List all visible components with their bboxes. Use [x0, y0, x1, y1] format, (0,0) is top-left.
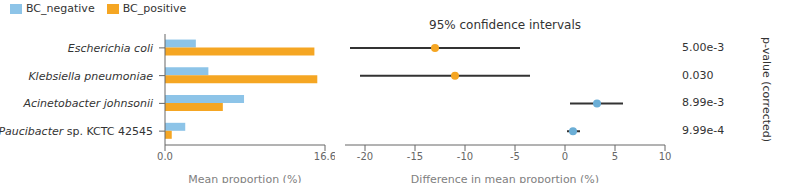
html-text:8.99e-3: 8.99e-3 [682, 96, 725, 110]
svg-text:-20: -20 [357, 151, 373, 162]
svg-text:0: 0 [562, 151, 568, 162]
svg-text:Escherichia coli: Escherichia coli [68, 42, 153, 55]
html-text:95% confidence intervals: 95% confidence intervals [429, 18, 581, 32]
svg-text:10: 10 [659, 151, 672, 162]
html-text:0.030: 0.030 [682, 68, 714, 82]
svg-text:-10: -10 [457, 151, 473, 162]
html-text:5.00e-3: 5.00e-3 [682, 40, 725, 54]
svg-text:16.6: 16.6 [314, 151, 335, 162]
svg-text:Acinetobacter johnsonii: Acinetobacter johnsonii [22, 97, 153, 110]
svg-text:Paucibacter sp. KCTC 42545: Paucibacter sp. KCTC 42545 [8, 125, 153, 138]
html-text:9.99e-4: 9.99e-4 [682, 124, 725, 138]
html-text:BC_negative: BC_negative [26, 2, 95, 15]
svg-text:-15: -15 [407, 151, 423, 162]
svg-text:Difference in mean proportion: Difference in mean proportion (%) [411, 173, 599, 183]
svg-text:Klebsiella pneumoniae: Klebsiella pneumoniae [28, 70, 153, 83]
svg-text:Mean proportion (%): Mean proportion (%) [188, 173, 301, 183]
html-text:p-value (corrected): p-value (corrected) [760, 37, 773, 142]
html-text:BC_positive: BC_positive [122, 2, 187, 15]
svg-text:0.0: 0.0 [157, 151, 173, 162]
svg-text:-5: -5 [510, 151, 520, 162]
svg-text:5: 5 [612, 151, 618, 162]
